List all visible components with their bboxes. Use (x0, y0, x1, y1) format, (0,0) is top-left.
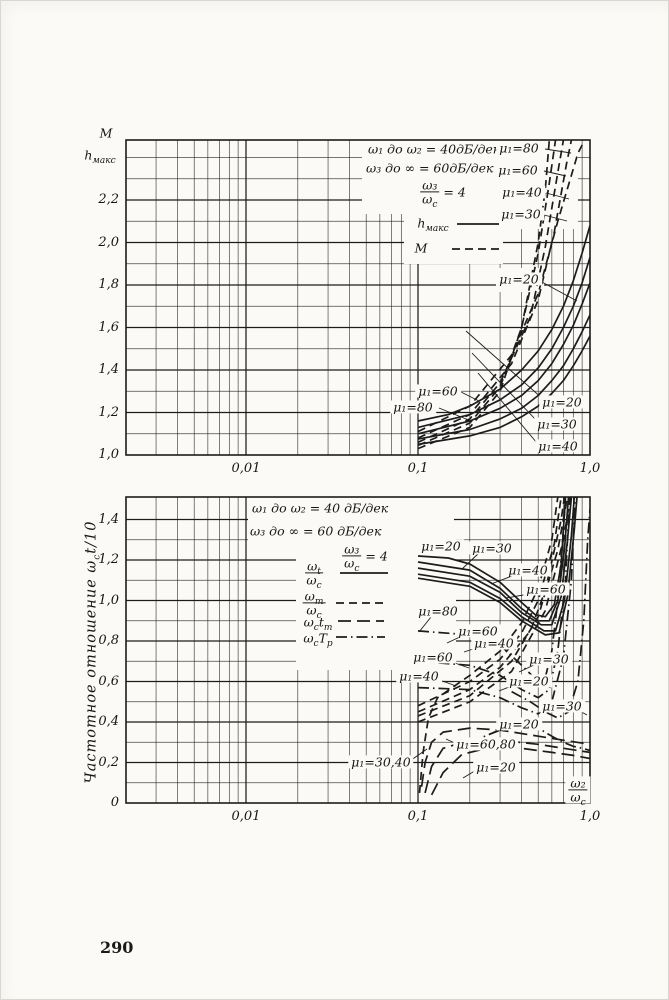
curve-ω_m/ω_c-μ₁=30 (417, 497, 569, 717)
y-tick-bottom: 0,8 (98, 633, 119, 649)
y-tick-bottom: 0,4 (98, 714, 119, 730)
x-tick-top: 0,01 (231, 461, 261, 477)
plot-border (125, 139, 591, 456)
curve-ω_c T_p-μ₁=40 (417, 497, 577, 715)
chart-label: M (99, 125, 113, 141)
x-tick-bottom: 1,0 (579, 809, 601, 825)
curve-ω_m/ω_c-μ₁=60 (417, 497, 563, 707)
chart-label: μ₁=60 (523, 582, 569, 596)
x-tick-top: 0,1 (407, 461, 429, 477)
page-number: 290 (100, 938, 134, 957)
x-tick-bottom: 0,01 (231, 809, 261, 825)
chart-label: μ₁=60 (410, 650, 456, 664)
curve-ω_m/ω_c-μ₁=20 (417, 497, 572, 723)
y-tick-bottom: 1,2 (98, 552, 119, 568)
chart-label: μ₁=20 (418, 539, 464, 553)
chart-label: μ₁=20 (539, 395, 585, 409)
curve-ω_t/ω_c-μ₁=30 (417, 497, 570, 622)
chart-label: μ₁=30,40 (348, 755, 414, 769)
chart-label: μ₁=80 (415, 604, 461, 618)
chart-label: ω₁ до ω₂ = 40дБ/дек (368, 141, 501, 157)
x-tick-top: 1,0 (579, 461, 601, 477)
fraction-label: ω₃ ωc = 4 (342, 541, 388, 574)
curve-h_макс-μ₁=30 (417, 257, 590, 429)
fraction: ω₃ ωc (342, 541, 362, 574)
chart-label: μ₁=80 (496, 141, 542, 155)
y-tick-bottom: 0 (110, 795, 119, 811)
curve-M-μ₁=40 (417, 140, 565, 444)
x-tick-bottom: 0,1 (407, 809, 429, 825)
curve-M-μ₁=30 (417, 140, 573, 439)
chart-label: μ₁=40 (505, 563, 551, 577)
y-tick-bottom: 1,0 (98, 592, 119, 608)
curve-ω_t/ω_c-μ₁=40 (417, 497, 573, 626)
curve-h_макс-μ₁=20 (417, 225, 590, 422)
curve-ω_t/ω_c-μ₁=60 (417, 497, 576, 632)
chart-bottom (125, 494, 591, 804)
y-tick-bottom: 0,2 (98, 754, 119, 770)
fraction-label: ω₃ ωc = 4 (420, 177, 466, 210)
chart-label: M (414, 240, 428, 256)
chart-label: μ₁=40 (535, 439, 581, 453)
y-tick-top: 1,6 (98, 319, 119, 335)
curve-ω_c t_m-μ₁=60,80 (420, 727, 590, 787)
y-tick-top: 1,0 (98, 447, 119, 463)
chart-label: μ₁=30 (526, 652, 572, 666)
y-tick-top: 2,0 (98, 234, 119, 250)
chart-label: μ₁=60 (495, 163, 541, 177)
fraction: ωm ωc (302, 588, 326, 621)
curve-ω_c t_m-μ₁=30,40 (424, 739, 590, 794)
y-tick-top: 1,4 (98, 362, 119, 378)
curve-M-μ₁=80 (417, 140, 551, 450)
chart-label: ω₁ до ω₂ = 40 дБ/дек (252, 500, 389, 516)
chart-label: μ₁=30 (539, 699, 585, 713)
legend-block (248, 494, 454, 544)
chart-label: hмакс (84, 147, 116, 166)
chart-label: μ₁=30 (534, 417, 580, 431)
fraction: ωt ωc (305, 558, 323, 591)
chart-label: μ₁=20 (473, 760, 519, 774)
curve-ω_c T_p-μ₁=20 (469, 725, 590, 752)
curve-ω_c T_p-μ₁=60 (417, 497, 571, 699)
chart-label: μ₁=20 (496, 717, 542, 731)
fraction: ω₂ ωc (568, 775, 588, 808)
chart-label: hмакс (417, 215, 449, 234)
chart-label: ωctm (303, 614, 333, 633)
legend-block (362, 136, 502, 214)
chart-label: ωcTp (303, 630, 333, 649)
chart-label: μ₁=60 (415, 384, 461, 398)
chart-label: μ₁=80 (390, 400, 436, 414)
fraction-label: ω₂ ωc (565, 775, 591, 808)
chart-label: μ₁=40 (471, 636, 517, 650)
fraction: ω₃ ωc (420, 177, 440, 210)
y-tick-top: 1,2 (98, 404, 119, 420)
chart-label: μ₁=20 (506, 674, 552, 688)
chart-label: μ₁=40 (396, 669, 442, 683)
chart-label: ω₃ до ∞ = 60 дБ/дек (250, 523, 382, 539)
fraction-label: ωt ωc (305, 558, 323, 591)
chart-label: μ₁=30 (469, 541, 515, 555)
chart-label: μ₁=60,80 (453, 737, 519, 751)
chart-label: μ₁=20 (496, 272, 542, 286)
curves-top (417, 140, 590, 450)
y-tick-top: 1,8 (98, 277, 119, 293)
curve-h_макс-μ₁=40 (417, 282, 590, 435)
curve-h_макс-μ₁=60 (417, 314, 590, 440)
chart-label: μ₁=30 (498, 207, 544, 221)
y-tick-bottom: 0,6 (98, 673, 119, 689)
curve-M-μ₁=60 (417, 140, 557, 447)
legend-block (404, 206, 503, 264)
fraction-label: ωm ωc (302, 588, 326, 621)
chart-label: ω₃ до ∞ = 60дБ/дек (366, 160, 494, 176)
curve-ω_c t_m-μ₁=20 (430, 747, 590, 796)
chart-label: μ₁=60 (455, 624, 501, 638)
y-tick-bottom: 1,4 (98, 511, 119, 527)
curve-M-μ₁=20 (417, 140, 586, 433)
chart-label: Частотное отношение ωct/10 (83, 520, 103, 784)
y-tick-top: 2,2 (98, 192, 119, 208)
chart-label: μ₁=40 (499, 185, 545, 199)
plot-border (125, 496, 591, 804)
